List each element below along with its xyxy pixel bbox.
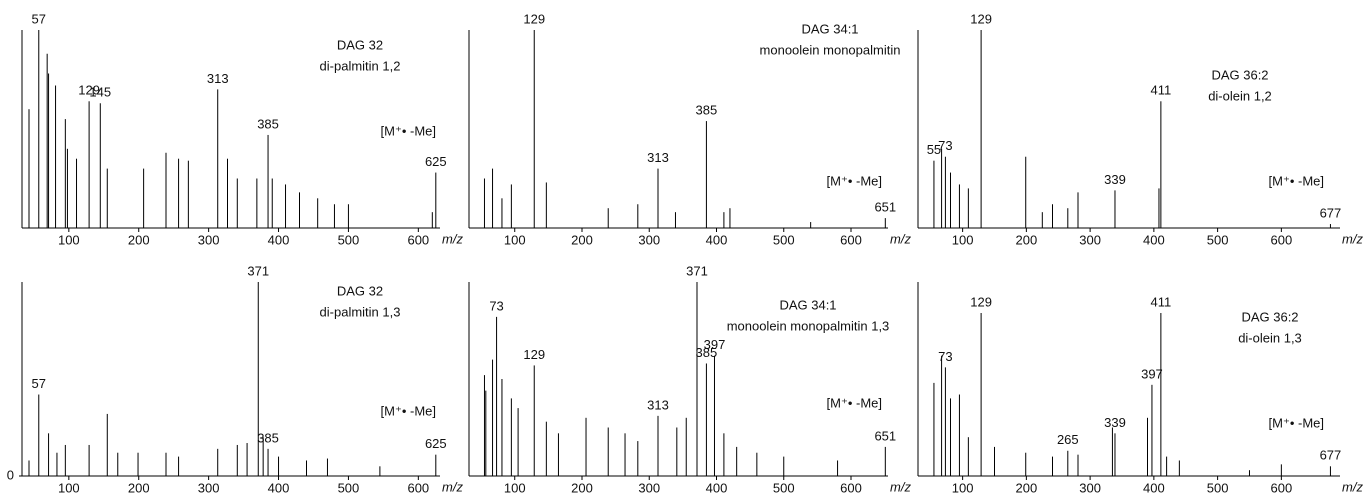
peak-label: 625	[425, 436, 447, 451]
chart-title: DAG 36:2	[1211, 67, 1268, 82]
x-tick-label: 500	[1207, 232, 1229, 247]
peak-label: 385	[696, 345, 718, 360]
x-tick-label: 200	[128, 480, 150, 495]
x-tick-label: 300	[1079, 232, 1101, 247]
peak-label: 73	[938, 138, 952, 153]
x-tick-label: 600	[840, 232, 862, 247]
peak-label: 397	[704, 337, 726, 352]
x-tick-label: 200	[128, 232, 150, 247]
peak-label: 129	[523, 11, 545, 26]
x-axis-label: m/z	[442, 231, 463, 246]
peak-label: 73	[489, 298, 503, 313]
x-tick-label: 600	[1271, 480, 1293, 495]
peak-label: 411	[1151, 294, 1172, 309]
peak-label: 651	[874, 428, 896, 443]
peak-label: 339	[1104, 172, 1126, 187]
peak-label: 313	[647, 150, 669, 165]
x-tick-label: 300	[638, 480, 660, 495]
x-tick-label: 400	[1143, 232, 1165, 247]
x-tick-label: 500	[338, 480, 360, 495]
x-axis-label: m/z	[1342, 231, 1363, 246]
x-tick-label: 500	[773, 480, 795, 495]
peak-label: 339	[1104, 415, 1126, 430]
x-tick-label: 300	[198, 232, 220, 247]
chart-title: DAG 32	[337, 37, 383, 52]
x-tick-label: 500	[338, 232, 360, 247]
peak-label: 385	[257, 430, 279, 445]
peak-label: 313	[207, 71, 229, 86]
x-tick-label: 300	[198, 480, 220, 495]
x-tick-label: 100	[504, 480, 526, 495]
x-tick-label: 300	[1079, 480, 1101, 495]
x-tick-label: 300	[638, 232, 660, 247]
chart-title: DAG 34:1	[801, 21, 858, 36]
x-tick-label: 100	[952, 232, 974, 247]
x-tick-label: 100	[58, 480, 80, 495]
chart-subtitle: monoolein monopalmitin 1,3	[727, 318, 890, 333]
x-tick-label: 200	[1016, 480, 1038, 495]
x-tick-label: 600	[407, 232, 429, 247]
x-tick-label: 200	[571, 480, 593, 495]
x-tick-label: 500	[1207, 480, 1229, 495]
x-axis-label: m/z	[890, 231, 911, 246]
x-tick-label: 100	[504, 232, 526, 247]
peak-label: 265	[1057, 432, 1079, 447]
y-tick-label: 0	[7, 467, 14, 482]
chart-title: DAG 34:1	[779, 297, 836, 312]
x-tick-label: 400	[1143, 480, 1165, 495]
peak-label: 651	[874, 200, 896, 215]
peak-label: 313	[647, 397, 669, 412]
x-tick-label: 100	[952, 480, 974, 495]
peak-label: 55	[927, 142, 941, 157]
peak-label: 397	[1141, 366, 1163, 381]
x-tick-label: 200	[571, 232, 593, 247]
peak-label: 677	[1320, 205, 1342, 220]
x-axis-label: m/z	[890, 479, 911, 494]
x-tick-label: 600	[407, 480, 429, 495]
peak-label: 57	[32, 11, 46, 26]
annotation: [M⁺• -Me]	[1269, 173, 1324, 188]
x-tick-label: 200	[1016, 232, 1038, 247]
peak-label: 625	[425, 154, 447, 169]
x-tick-label: 400	[706, 232, 728, 247]
x-tick-label: 100	[58, 232, 80, 247]
peak-label: 677	[1320, 448, 1342, 463]
annotation: [M⁺• -Me]	[827, 173, 882, 188]
peak-label: 145	[89, 85, 111, 100]
peak-label: 129	[523, 347, 545, 362]
peak-label: 411	[1151, 83, 1172, 98]
peak-label: 129	[970, 11, 992, 26]
x-axis-label: m/z	[442, 479, 463, 494]
chart-title: DAG 32	[337, 283, 383, 298]
annotation: [M⁺• -Me]	[1269, 415, 1324, 430]
x-tick-label: 500	[773, 232, 795, 247]
peak-label: 129	[78, 83, 100, 98]
peak-label: 57	[32, 376, 46, 391]
chart-subtitle: di-palmitin 1,3	[320, 304, 401, 319]
peak-label: 385	[257, 116, 279, 131]
peak-label: 385	[696, 103, 718, 118]
x-tick-label: 400	[706, 480, 728, 495]
x-tick-label: 600	[1271, 232, 1293, 247]
chart-subtitle: di-olein 1,3	[1238, 330, 1302, 345]
chart-subtitle: di-olein 1,2	[1208, 88, 1272, 103]
peak-label: 129	[970, 294, 992, 309]
annotation: [M⁺• -Me]	[381, 403, 436, 418]
peak-label: 73	[938, 349, 952, 364]
x-tick-label: 600	[840, 480, 862, 495]
chart-title: DAG 36:2	[1241, 309, 1298, 324]
chart-subtitle: di-palmitin 1,2	[320, 58, 401, 73]
x-tick-label: 400	[268, 480, 290, 495]
x-axis-label: m/z	[1342, 479, 1363, 494]
peak-label: 371	[247, 263, 269, 278]
annotation: [M⁺• -Me]	[381, 123, 436, 138]
peak-label: 371	[686, 263, 708, 278]
chart-subtitle: monoolein monopalmitin	[760, 42, 901, 57]
annotation: [M⁺• -Me]	[827, 395, 882, 410]
x-tick-label: 400	[268, 232, 290, 247]
